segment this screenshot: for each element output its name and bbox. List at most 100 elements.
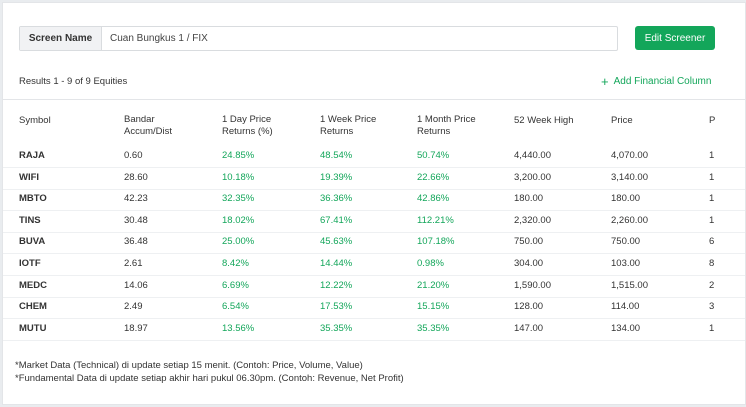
add-financial-column-link[interactable]: + Add Financial Column xyxy=(601,73,712,89)
cell-symbol[interactable]: CHEM xyxy=(19,301,47,313)
col-symbol[interactable]: Symbol xyxy=(19,115,51,126)
cell-day: 8.42% xyxy=(222,258,249,269)
cell-price: 750.00 xyxy=(611,236,641,248)
cell-high52: 2,320.00 xyxy=(514,214,551,226)
cell-bandar: 2.61 xyxy=(124,258,143,269)
table-row[interactable]: WIFI 28.60 10.18% 19.39% 22.66% 3,200.00 3,140… xyxy=(3,168,745,190)
cell-extra-clip: 1 xyxy=(709,146,717,166)
table-row[interactable]: MEDC 14.06 6.69% 12.22% 21.20% 1,590.00 1,515.… xyxy=(3,276,745,298)
cell-week: 12.22% xyxy=(320,279,353,291)
cell-extra: 1 xyxy=(709,193,715,205)
cell-extra-clip: 1 xyxy=(709,211,717,231)
cell-high52: 147.00 xyxy=(514,322,544,334)
cell-month: 112.21% xyxy=(417,214,454,226)
cell-price: 2,260.00 xyxy=(611,214,648,226)
cell-extra: 1 xyxy=(709,171,715,183)
cell-month: 21.20% xyxy=(417,279,450,291)
cell-price: 180.00 xyxy=(611,193,641,205)
results-count: Results 1 - 9 of 9 Equities xyxy=(19,76,128,87)
cell-extra-clip: 8 xyxy=(709,254,717,274)
cell-week: 14.44% xyxy=(320,258,353,269)
screen-name-field[interactable]: Screen Name Cuan Bungkus 1 / FIX xyxy=(19,26,618,51)
cell-week: 36.36% xyxy=(320,193,353,205)
cell-extra-clip: 2 xyxy=(709,276,717,296)
col-1month-returns[interactable]: 1 Month Price Returns xyxy=(417,114,476,138)
cell-high52: 180.00 xyxy=(514,193,544,205)
cell-bandar: 14.06 xyxy=(124,279,148,291)
cell-high52: 304.00 xyxy=(514,258,544,269)
cell-symbol[interactable]: WIFI xyxy=(19,171,40,183)
cell-bandar: 28.60 xyxy=(124,171,148,183)
col-52week-high[interactable]: 52 Week High xyxy=(514,115,574,126)
col-1week-line1: 1 Week Price xyxy=(320,114,377,125)
cell-day: 10.18% xyxy=(222,171,255,183)
col-price[interactable]: Price xyxy=(611,115,633,126)
col-bandar[interactable]: Bandar Accum/Dist xyxy=(124,114,172,138)
cell-day: 6.69% xyxy=(222,279,249,291)
cell-extra: 8 xyxy=(709,258,715,269)
cell-symbol[interactable]: TINS xyxy=(19,214,41,226)
col-1month-line2: Returns xyxy=(417,126,451,137)
cell-price: 134.00 xyxy=(611,322,641,334)
cell-symbol[interactable]: IOTF xyxy=(19,258,41,269)
table-header: Symbol Bandar Accum/Dist 1 Day Price Ret… xyxy=(3,114,745,142)
cell-extra: 1 xyxy=(709,214,715,226)
cell-extra-clip: 1 xyxy=(709,189,717,209)
cell-symbol[interactable]: MEDC xyxy=(19,279,47,291)
footnotes: *Market Data (Technical) di update setia… xyxy=(15,359,404,385)
cell-symbol[interactable]: MUTU xyxy=(19,322,47,334)
col-extra[interactable]: P xyxy=(709,115,716,126)
screen-name-value[interactable]: Cuan Bungkus 1 / FIX xyxy=(110,33,208,44)
cell-month: 22.66% xyxy=(417,171,450,183)
cell-extra: 1 xyxy=(709,322,715,334)
cell-week: 17.53% xyxy=(320,301,353,313)
cell-high52: 1,590.00 xyxy=(514,279,551,291)
cell-extra: 2 xyxy=(709,279,715,291)
cell-month: 42.86% xyxy=(417,193,450,205)
table-row[interactable]: MBTO 42.23 32.35% 36.36% 42.86% 180.00 180.00 1 xyxy=(3,189,745,212)
table-row[interactable]: IOTF 2.61 8.42% 14.44% 0.98% 304.00 103.00 8 xyxy=(3,254,745,276)
cell-extra-clip: 3 xyxy=(709,297,717,317)
cell-day: 18.02% xyxy=(222,214,255,226)
footnote-fundamental-data: *Fundamental Data di update setiap akhir… xyxy=(15,373,404,384)
table-row[interactable]: CHEM 2.49 6.54% 17.53% 15.15% 128.00 114.00 3 xyxy=(3,297,745,320)
col-bandar-line1: Bandar xyxy=(124,114,155,125)
cell-extra: 6 xyxy=(709,236,715,248)
col-1week-returns[interactable]: 1 Week Price Returns xyxy=(320,114,376,138)
cell-extra-clip: 6 xyxy=(709,232,717,252)
cell-day: 24.85% xyxy=(222,150,255,161)
cell-symbol[interactable]: RAJA xyxy=(19,150,45,161)
table-row[interactable]: TINS 30.48 18.02% 67.41% 112.21% 2,320.00 2,26… xyxy=(3,211,745,233)
cell-month: 50.74% xyxy=(417,150,450,161)
cell-day: 25.00% xyxy=(222,236,255,248)
cell-week: 45.63% xyxy=(320,236,353,248)
edit-screener-button[interactable]: Edit Screener xyxy=(635,26,715,50)
cell-bandar: 18.97 xyxy=(124,322,148,334)
cell-week: 48.54% xyxy=(320,150,353,161)
cell-day: 6.54% xyxy=(222,301,249,313)
cell-price: 4,070.00 xyxy=(611,150,648,161)
cell-extra-clip: 1 xyxy=(709,168,717,188)
table-row[interactable]: RAJA 0.60 24.85% 48.54% 50.74% 4,440.00 4,070.… xyxy=(3,146,745,168)
cell-price: 1,515.00 xyxy=(611,279,648,291)
col-bandar-line2: Accum/Dist xyxy=(124,126,173,137)
cell-high52: 750.00 xyxy=(514,236,544,248)
cell-price: 103.00 xyxy=(611,258,641,269)
cell-symbol[interactable]: BUVA xyxy=(19,236,46,248)
cell-bandar: 36.48 xyxy=(124,236,148,248)
plus-icon: + xyxy=(601,73,609,89)
cell-extra-clip: 1 xyxy=(709,319,717,339)
table-row[interactable]: MUTU 18.97 13.56% 35.35% 35.35% 147.00 134.00 1 xyxy=(3,319,745,341)
cell-symbol[interactable]: MBTO xyxy=(19,193,47,205)
cell-high52: 4,440.00 xyxy=(514,150,551,161)
cell-price: 3,140.00 xyxy=(611,171,648,183)
col-1day-line1: 1 Day Price xyxy=(222,114,272,125)
table-row[interactable]: BUVA 36.48 25.00% 45.63% 107.18% 750.00 750.00… xyxy=(3,232,745,255)
cell-extra: 3 xyxy=(709,301,715,313)
cell-month: 15.15% xyxy=(417,301,450,313)
cell-bandar: 2.49 xyxy=(124,301,143,313)
col-1day-returns[interactable]: 1 Day Price Returns (%) xyxy=(222,114,273,138)
cell-bandar: 0.60 xyxy=(124,150,143,161)
add-financial-column-label: Add Financial Column xyxy=(613,76,712,87)
